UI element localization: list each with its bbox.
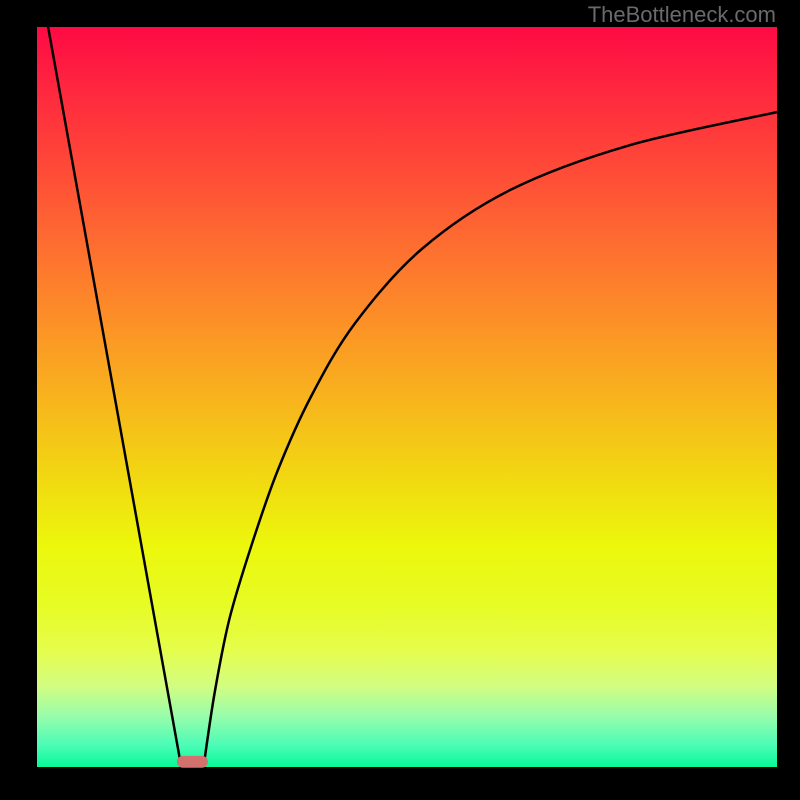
chart-root: TheBottleneck.com [0,0,800,800]
plot-background [37,27,777,767]
watermark-text: TheBottleneck.com [588,2,776,28]
minimum-marker [177,756,208,768]
chart-svg [0,0,800,800]
